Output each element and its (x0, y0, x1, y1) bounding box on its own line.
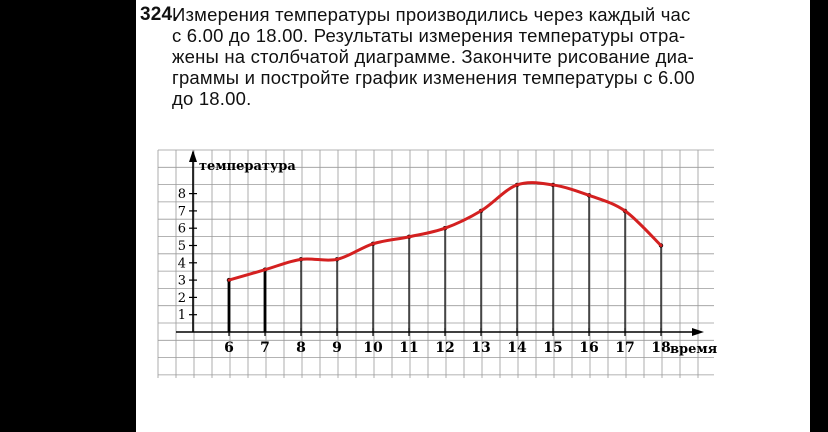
y-tick-label: 4 (178, 256, 186, 271)
problem-line-4: граммы и постройте график изменения темп… (172, 67, 695, 88)
x-tick-label: 13 (471, 340, 490, 356)
chart-bars (226, 182, 664, 332)
x-tick-label: 17 (615, 340, 634, 356)
y-tick-label: 1 (178, 308, 186, 323)
y-tick-label: 5 (178, 239, 186, 254)
problem-number: 324. (140, 4, 178, 25)
problem-line-2: с 6.00 до 18.00. Результаты измерения те… (172, 25, 686, 46)
x-tick-label: 18 (651, 340, 670, 356)
y-tick-label: 2 (178, 291, 186, 306)
x-tick-label: 8 (296, 340, 306, 356)
textbook-page: 324. Измерения температуры производились… (136, 0, 810, 432)
x-tick-label: 10 (363, 340, 383, 356)
y-axis-label: температура (199, 159, 296, 174)
chart-grid (157, 149, 714, 378)
x-tick-label: 7 (260, 340, 270, 356)
x-tick-label: 6 (224, 340, 234, 356)
y-tick-label: 3 (178, 274, 186, 289)
x-axis-label: время (670, 342, 718, 357)
x-axis-arrow (692, 328, 704, 336)
temperature-line (227, 181, 663, 282)
problem-line-5: до 18.00. (172, 88, 252, 109)
y-tick-label: 6 (178, 222, 186, 237)
y-axis-arrow (189, 150, 197, 162)
problem-line-1: Измерения температуры производились чере… (172, 4, 691, 25)
x-tick-label: 14 (507, 340, 527, 356)
x-tick-label: 9 (332, 340, 342, 356)
x-tick-label: 12 (435, 340, 454, 356)
x-tick-label: 15 (543, 340, 562, 356)
problem-line-3: жены на столбчатой диаграмме. Закончите … (172, 46, 695, 67)
x-tick-label: 11 (399, 340, 418, 356)
x-tick-label: 16 (579, 340, 598, 356)
y-tick-label: 8 (178, 187, 186, 202)
y-tick-label: 7 (178, 204, 186, 219)
chart-series (227, 181, 663, 282)
